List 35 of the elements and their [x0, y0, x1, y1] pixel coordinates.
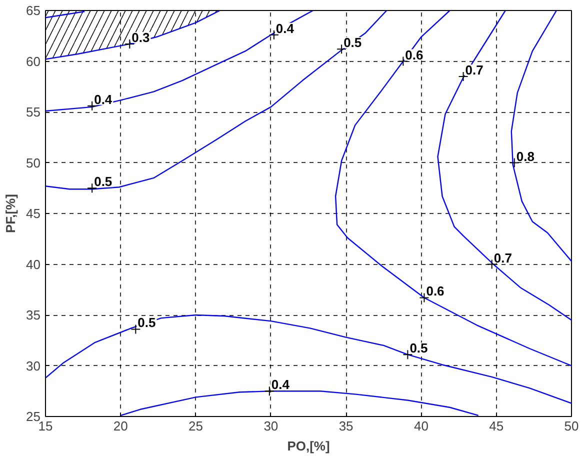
- annotation: 0.7: [465, 62, 484, 78]
- y-axis-title: PF,[%]: [3, 194, 18, 233]
- annotation: 0.5: [94, 174, 112, 190]
- x-tick-label: 40: [414, 418, 428, 434]
- annotation: 0.8: [516, 148, 534, 164]
- annotation: 0.6: [405, 47, 424, 62]
- y-tick-label: 65: [26, 3, 41, 18]
- x-tick-label: 35: [338, 418, 354, 434]
- line-series: [46, 314, 572, 404]
- line-series: [510, 10, 572, 262]
- x-tick-label: 50: [564, 418, 579, 434]
- y-tick-label: 60: [26, 54, 41, 69]
- y-tick-label: 25: [26, 409, 41, 424]
- annotation: 0.4: [271, 377, 290, 392]
- annotation: 0.4: [94, 92, 113, 107]
- x-tick-label: 25: [188, 418, 204, 434]
- annotation: 0.3: [132, 30, 150, 45]
- annotation: 0.5: [410, 340, 428, 356]
- line-series: [334, 10, 572, 366]
- annotation: 0.6: [426, 284, 444, 299]
- annotation: 0.5: [138, 315, 156, 330]
- y-tick-label: 45: [26, 206, 41, 221]
- y-tick-label: 55: [26, 104, 41, 120]
- line-series: [46, 10, 314, 112]
- y-tick-label: 50: [26, 155, 41, 170]
- y-tick-label: 30: [26, 358, 41, 374]
- y-tick-label: 40: [26, 256, 41, 272]
- x-tick-label: 20: [113, 418, 128, 434]
- y-tick-label: 35: [26, 308, 41, 322]
- x-tick-label: 30: [264, 418, 278, 434]
- x-tick-label: 45: [489, 418, 504, 434]
- annotation: 0.5: [344, 35, 362, 50]
- annotation: 0.7: [494, 250, 512, 266]
- x-axis-title: PO,[%]: [287, 438, 330, 454]
- annotation: 0.4: [276, 20, 295, 36]
